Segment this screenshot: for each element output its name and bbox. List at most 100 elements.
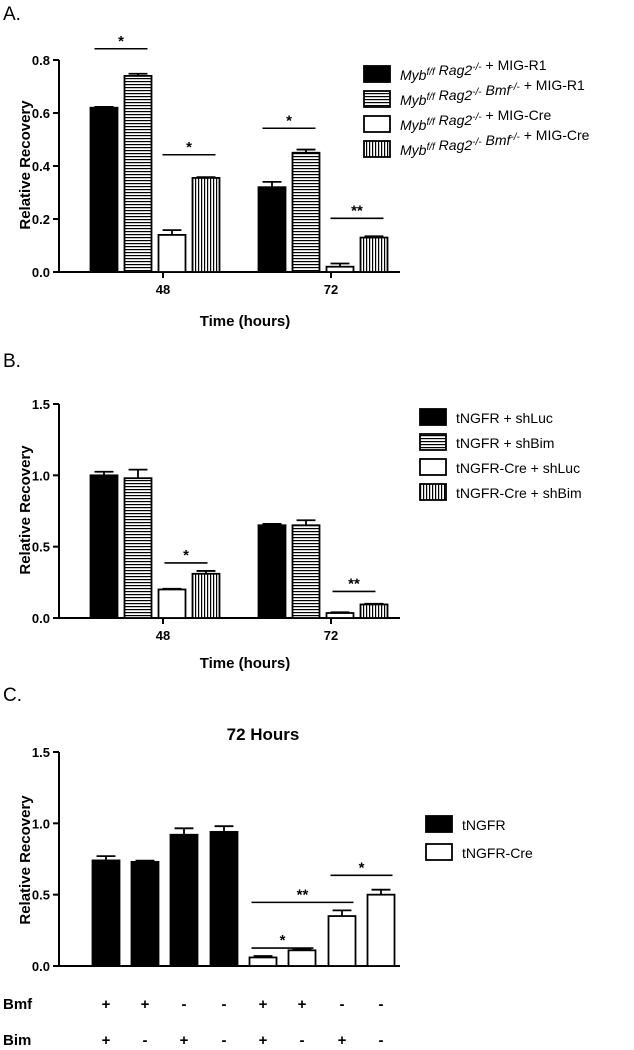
panel-a-sig-label: **	[351, 202, 363, 219]
panel-a-bar	[291, 151, 321, 273]
panel-b-sig-label: **	[348, 575, 360, 592]
panel-b-bar	[123, 477, 153, 619]
panel-b-letter: B.	[3, 351, 21, 372]
panel-c: C. 72 Hours 0.00.51.01.5**** Relative Re…	[3, 685, 533, 1049]
panel-a-legend-label: Mybf/f Rag2-/- Bmf-/- + MIG-Cre	[400, 127, 590, 158]
panel-c-genotype-cell: +	[180, 1032, 189, 1049]
panel-b-plot: 0.00.51.01.548 72***	[32, 397, 400, 643]
panel-c-legend-swatch	[425, 815, 453, 833]
panel-c-sig-label: *	[359, 859, 365, 876]
panel-a-bar	[257, 186, 287, 273]
panel-c-title: 72 Hours	[227, 725, 300, 744]
panel-c-genotype-cell: -	[143, 1032, 148, 1049]
panel-c-bar	[327, 915, 357, 967]
panel-b-legend-label: tNGFR-Cre + shBim	[456, 485, 582, 501]
panel-c-ytick-label: 0.5	[32, 888, 50, 903]
panel-a-letter: A.	[3, 4, 21, 25]
panel-c-genotype-cell: -	[300, 1032, 305, 1049]
panel-c-bar	[91, 859, 121, 967]
panel-b-ytick-label: 0.5	[32, 540, 50, 555]
panel-a-bar	[191, 177, 221, 273]
panel-a-xtick-label: 48	[156, 282, 170, 297]
panel-b-xtick-label: 48	[156, 628, 170, 643]
panel-c-genotype-cell: +	[338, 1032, 347, 1049]
panel-a-bar	[359, 236, 389, 273]
panel-a-sig-label: *	[118, 33, 124, 50]
panel-c-genotype-cell: +	[259, 1032, 268, 1049]
panel-b-legend-swatch	[419, 483, 447, 501]
panel-a-xtick-label: 72	[324, 282, 338, 297]
panel-c-genotype-table: Bmf + + - - + + - - Bim + - + - + - + -	[3, 996, 384, 1049]
panel-a-legend-swatch	[363, 115, 391, 133]
panel-a-ytick-label: 0.8	[32, 53, 50, 68]
panel-a-legend-swatch	[363, 65, 391, 83]
panel-c-genotype-cell: -	[222, 996, 227, 1013]
panel-a-plot: 0.00.20.40.60.848 72*****	[32, 33, 400, 297]
panel-b-ytick-label: 0.0	[32, 611, 50, 626]
panel-c-genotype-cell: +	[141, 996, 150, 1013]
panel-c-legend: tNGFR tNGFR-Cre	[425, 815, 533, 861]
panel-a-ytick-label: 0.0	[32, 265, 50, 280]
panel-c-ylabel: Relative Recovery	[17, 795, 34, 925]
panel-c-ytick-label: 1.0	[32, 816, 50, 831]
panel-a-bar	[325, 265, 355, 273]
panel-c-legend-label: tNGFR-Cre	[462, 845, 533, 861]
panel-a-legend-label: Mybf/f Rag2-/- Bmf-/- + MIG-R1	[400, 77, 585, 108]
panel-b-bar	[257, 524, 287, 619]
panel-c-bar	[169, 833, 199, 967]
panel-c-genotype-cell: -	[182, 996, 187, 1013]
panel-c-bar	[130, 860, 160, 967]
panel-c-letter: C.	[3, 685, 22, 706]
panel-c-genotype-cell: -	[222, 1032, 227, 1049]
panel-c-plot: 0.00.51.01.5****	[32, 745, 400, 974]
panel-c-genotype-cell: +	[102, 1032, 111, 1049]
panel-a-sig-label: *	[286, 112, 292, 129]
panel-c-sig-label: **	[297, 886, 309, 903]
panel-c-bar	[287, 949, 317, 967]
panel-c-ytick-label: 1.5	[32, 745, 50, 760]
panel-b-legend-label: tNGFR + shBim	[456, 435, 554, 451]
panel-a-sig-label: *	[186, 139, 192, 156]
panel-c-genotype-cell: -	[379, 996, 384, 1013]
panel-c-bar	[209, 830, 239, 967]
panel-b-bar	[291, 524, 321, 619]
panel-b-bar	[89, 474, 119, 619]
panel-b-legend-swatch	[419, 408, 447, 426]
panel-b-ytick-label: 1.5	[32, 397, 50, 412]
panel-c-row-label: Bim	[3, 1032, 31, 1049]
panel-b-bar	[157, 588, 187, 619]
panel-c-row-label: Bmf	[3, 996, 33, 1013]
panel-c-genotype-cell: +	[259, 996, 268, 1013]
panel-a-xlabel: Time (hours)	[200, 313, 291, 330]
panel-a: A. 0.00.20.40.60.848 72***** Relative Rec…	[3, 4, 590, 330]
panel-c-genotype-cell: -	[379, 1032, 384, 1049]
panel-a-legend-swatch	[363, 140, 391, 158]
panel-a-legend-swatch	[363, 90, 391, 108]
panel-c-sig-label: *	[280, 932, 286, 949]
panel-a-ytick-label: 0.2	[32, 212, 50, 227]
panel-b-ytick-label: 1.0	[32, 468, 50, 483]
panel-c-ytick-label: 0.0	[32, 959, 50, 974]
panel-b-xlabel: Time (hours)	[200, 655, 291, 672]
panel-c-legend-swatch	[425, 843, 453, 861]
panel-b-legend-label: tNGFR + shLuc	[456, 410, 553, 426]
panel-c-genotype-cell: +	[102, 996, 111, 1013]
panel-c-genotype-cell: -	[340, 996, 345, 1013]
panel-c-legend-label: tNGFR	[462, 817, 506, 833]
panel-a-ylabel: Relative Recovery	[17, 100, 34, 230]
panel-b: B. 0.00.51.01.548 72*** Relative Recovery…	[3, 351, 582, 672]
panel-b-legend: tNGFR + shLuc tNGFR + shBim tNGFR-Cre + sh…	[419, 408, 582, 501]
panel-b-bar	[359, 603, 389, 619]
panel-a-bar	[89, 106, 119, 273]
panel-a-bar	[123, 75, 153, 273]
panel-b-legend-swatch	[419, 433, 447, 451]
panel-a-ytick-label: 0.6	[32, 106, 50, 121]
panel-b-xtick-label: 72	[324, 628, 338, 643]
panel-c-bar	[248, 956, 278, 967]
panel-b-bar	[325, 612, 355, 619]
panel-b-ylabel: Relative Recovery	[17, 445, 34, 575]
panel-a-bar	[157, 233, 187, 273]
panel-a-legend-label: Mybf/f Rag2-/- + MIG-R1	[400, 57, 547, 83]
